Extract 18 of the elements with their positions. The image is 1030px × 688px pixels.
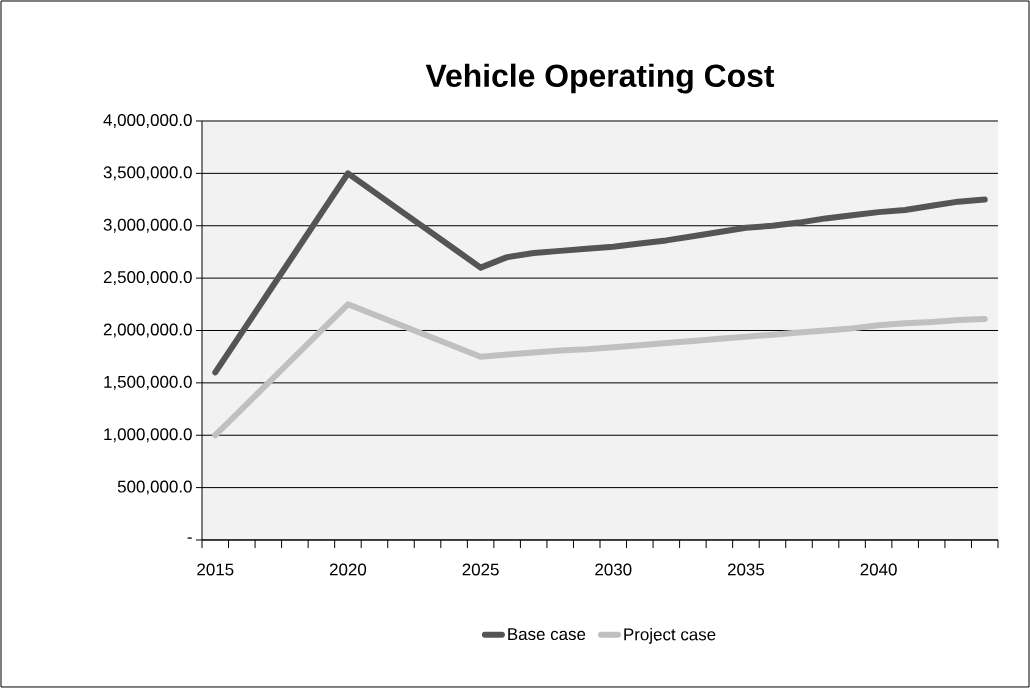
- y-tick-label: 2,500,000.0: [103, 271, 192, 286]
- legend-label: Base case: [508, 628, 586, 641]
- y-tick-label: 3,000,000.0: [103, 218, 192, 233]
- y-tick-label: -: [187, 537, 192, 539]
- x-tick-label: 2030: [595, 563, 632, 576]
- x-tick-label: 2040: [860, 563, 897, 576]
- x-tick-label: 2020: [329, 563, 367, 576]
- y-tick-label: 4,000,000.0: [103, 113, 192, 128]
- x-tick-label: 2035: [727, 563, 765, 576]
- y-tick-label: 3,500,000.0: [103, 166, 192, 181]
- legend-label: Project case: [624, 627, 716, 644]
- x-tick-label: 2025: [462, 563, 499, 576]
- chart-title: Vehicle Operating Cost: [425, 63, 775, 94]
- y-tick-label: 500,000.0: [117, 480, 192, 495]
- x-tick-label: 2015: [197, 563, 234, 576]
- y-tick-label: 2,000,000.0: [103, 323, 192, 338]
- y-tick-label: 1,000,000.0: [104, 428, 192, 443]
- y-tick-label: 1,500,000.0: [104, 375, 192, 390]
